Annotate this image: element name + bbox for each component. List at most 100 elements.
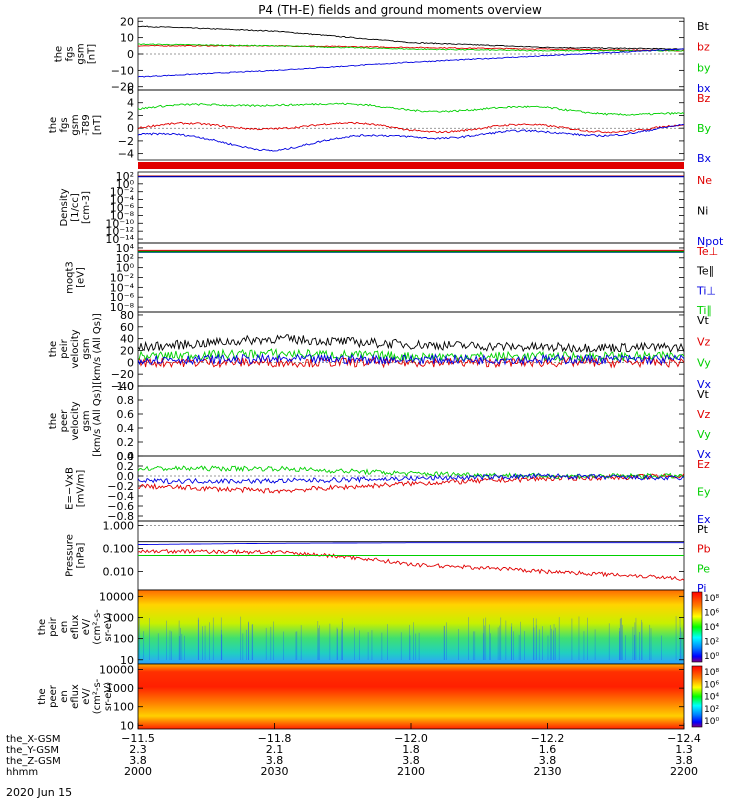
y-tick-label: −0.2 — [107, 480, 134, 493]
y-tick-label: 2 — [127, 109, 134, 122]
y-axis-label: gsm — [81, 410, 92, 431]
y-axis-label: -T89 — [81, 114, 92, 136]
series-fgs_dc-Bz — [137, 121, 685, 134]
y-tick-label: −20 — [111, 368, 134, 381]
legend-Te∥: Te∥ — [696, 265, 714, 278]
y-tick-label: 100 — [113, 701, 134, 714]
x-tick-label: 1.3 — [675, 743, 693, 756]
panel-frame — [137, 89, 685, 161]
y-axis-label: Density — [59, 188, 70, 226]
legend-Npot: Npot — [697, 235, 724, 248]
y-axis-label: eV/ — [81, 618, 92, 635]
y-axis-label: (cm²-s- — [92, 678, 103, 714]
x-tick-label: 3.8 — [266, 754, 284, 767]
y-axis-label: velocity — [70, 401, 81, 440]
x-tick-label: 1.8 — [402, 743, 420, 756]
x-tick-label: −11.8 — [258, 732, 292, 745]
legend-by: by — [697, 61, 711, 74]
y-tick-label: 0.4 — [117, 450, 135, 463]
y-axis-label: fgs — [65, 46, 76, 61]
y-axis-label: the — [54, 46, 65, 62]
y-axis-label: sr-eV) — [103, 682, 114, 711]
y-tick-label: 10⁻⁸ — [110, 301, 135, 314]
y-tick-label: 1.000 — [103, 520, 135, 533]
y-axis-label: [nT] — [87, 44, 98, 64]
series-peir_vel-Vt — [137, 334, 685, 354]
legend-Vx: Vx — [697, 378, 712, 391]
y-axis-label: en — [59, 690, 70, 703]
y-tick-label: 1000 — [106, 682, 134, 695]
x-tick-label: −12.2 — [531, 732, 565, 745]
y-tick-label: −40 — [111, 380, 134, 393]
x-tick-label: 1.6 — [539, 743, 557, 756]
y-tick-label: 40 — [120, 333, 134, 346]
legend-Vz: Vz — [697, 408, 711, 421]
y-tick-label: −0.4 — [107, 490, 134, 503]
x-tick-label: 2.3 — [129, 743, 147, 756]
spectrogram-peir_en — [138, 590, 684, 664]
series-fgs-bx — [137, 48, 685, 78]
legend-Ex: Ex — [697, 513, 711, 526]
y-axis-label: Pressure — [65, 534, 76, 577]
legend-Ni: Ni — [697, 205, 708, 218]
x-tick-label: −12.0 — [394, 732, 428, 745]
y-tick-label: −4 — [118, 148, 134, 161]
x-tick-label: 2100 — [397, 765, 425, 778]
series-pressure-Pb — [137, 548, 685, 581]
y-tick-label: −0.8 — [107, 510, 134, 523]
y-tick-label: 10⁻⁴ — [110, 281, 135, 294]
y-axis-label: peir — [59, 338, 70, 358]
legend-By: By — [697, 122, 712, 135]
x-tick-label: 2030 — [261, 765, 289, 778]
y-axis-label: peer — [59, 409, 70, 433]
y-tick-label: 0 — [127, 122, 134, 135]
y-axis-label: [km/s (All Qs)] — [92, 385, 103, 457]
y-tick-label: 10000 — [99, 590, 134, 603]
y-tick-label: −10 — [111, 64, 134, 77]
x-tick-label: −12.4 — [667, 732, 701, 745]
colorbar-tick: 10⁸ — [704, 668, 719, 678]
legend-Ti∥: Ti∥ — [696, 304, 712, 317]
x-row-label: the_X-GSM — [6, 734, 60, 745]
y-tick-label: 10² — [116, 252, 134, 265]
x-tick-label: 3.8 — [539, 754, 557, 767]
panel-frame — [137, 385, 685, 457]
x-tick-label: 2.1 — [266, 743, 284, 756]
y-axis-label: the — [48, 341, 59, 357]
y-tick-label: 10² — [116, 170, 134, 183]
y-tick-label: 10⁻¹⁴ — [105, 233, 134, 246]
y-axis-label: [mV/m] — [76, 470, 87, 508]
colorbar-tick: 10⁶ — [704, 680, 719, 690]
series-pressure-Pi — [138, 542, 684, 545]
x-tick-label: 2000 — [124, 765, 152, 778]
y-axis-label: [nPa] — [76, 542, 87, 568]
y-axis-label: E=−VxB — [65, 467, 76, 510]
series-peir_vel-Vz — [137, 356, 685, 369]
colorbar-tick: 10⁶ — [704, 609, 719, 619]
x-tick-label: 3.8 — [129, 754, 147, 767]
x-tick-label: 2200 — [670, 765, 698, 778]
series-fgs-Bt — [137, 25, 685, 50]
y-tick-label: 10⁰ — [116, 262, 135, 275]
y-tick-label: 10⁻² — [110, 186, 134, 199]
y-axis-label: (cm²-s- — [92, 609, 103, 645]
series-efield-Ex — [137, 472, 685, 485]
series-fgs_dc-By — [137, 102, 685, 116]
y-tick-label: 10 — [120, 32, 134, 45]
y-tick-label: 10⁰ — [116, 178, 135, 191]
y-tick-label: 0.4 — [117, 422, 135, 435]
legend-Vx: Vx — [697, 448, 712, 461]
panel-efield: 0.40.20.0−0.2−0.4−0.6−0.8E=−VxB [mV/m]EzE… — [65, 450, 711, 526]
x-tick-label: 3.8 — [675, 754, 693, 767]
colorbar-tick: 10⁴ — [704, 623, 719, 633]
y-tick-label: 10 — [120, 719, 134, 732]
series-fgs_dc-Bx — [137, 124, 685, 152]
legend-Bt: Bt — [697, 20, 710, 33]
colorbar-tick: 10⁰ — [704, 717, 719, 727]
legend-bx: bx — [697, 82, 711, 95]
figure-date: 2020 Jun 15 — [6, 786, 72, 799]
colorbar-peir_en: 10⁸ 10⁶ 10⁴ 10² 10⁰ — [691, 591, 719, 663]
y-tick-label: 10⁻¹² — [105, 225, 134, 238]
y-axis-label: peir — [48, 616, 59, 636]
